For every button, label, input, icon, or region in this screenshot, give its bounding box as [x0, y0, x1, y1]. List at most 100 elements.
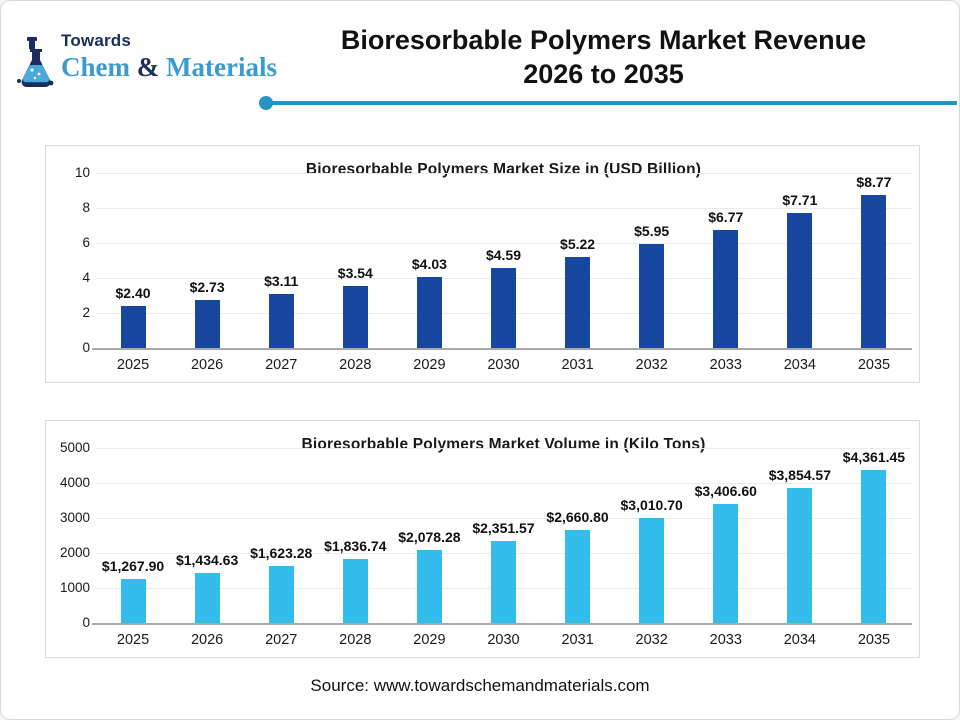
value-label-2029: $4.03	[411, 256, 447, 273]
value-label-2032: $3,010.70	[620, 496, 683, 513]
brand-towards: Towards	[61, 31, 132, 50]
value-label-2033: $3,406.60	[694, 482, 757, 499]
value-label-2028: $3.54	[337, 265, 373, 282]
title-divider	[259, 95, 957, 111]
y-tick-2: 2	[82, 305, 90, 320]
bar-2031	[565, 256, 591, 348]
value-label-2027: $1,623.28	[250, 545, 313, 562]
x-tick-2033: 2033	[709, 632, 742, 648]
y-tick-4: 4	[82, 270, 90, 285]
bar-2027	[268, 566, 294, 623]
x-tick-2029: 2029	[413, 632, 446, 648]
bar-2030	[491, 267, 516, 348]
bar-2028	[342, 558, 368, 623]
y-tick-10: 10	[74, 165, 90, 180]
value-label-2026: $2.73	[189, 279, 225, 296]
x-tick-2034: 2034	[783, 357, 816, 373]
x-tick-2033: 2033	[709, 357, 742, 373]
brand-chem-materials: Chem & Materials	[61, 52, 277, 83]
bar-2026	[194, 300, 220, 348]
gridline	[96, 208, 911, 209]
market-size-chart: Bioresorbable Polymers Market Size in (U…	[45, 145, 920, 383]
x-tick-2027: 2027	[265, 632, 298, 648]
x-tick-2031: 2031	[561, 357, 594, 373]
value-label-2025: $1,267.90	[101, 557, 165, 574]
value-label-2030: $4.59	[485, 246, 522, 263]
bar-2034	[787, 488, 813, 623]
value-label-2033: $6.77	[708, 208, 744, 225]
y-tick-8: 8	[82, 200, 90, 215]
value-label-2028: $1,836.74	[324, 537, 387, 554]
brand-logo: Towards Chem & Materials	[15, 31, 295, 101]
x-tick-2028: 2028	[339, 632, 372, 648]
bar-2029	[416, 550, 442, 623]
x-tick-2035: 2035	[857, 632, 891, 648]
y-tick-3000: 3000	[59, 510, 90, 525]
y-tick-4000: 4000	[59, 475, 90, 490]
value-label-2032: $5.95	[634, 222, 670, 239]
page-title-line1: Bioresorbable Polymers Market Revenue	[340, 25, 867, 55]
gridline	[96, 448, 911, 449]
gridline	[96, 518, 911, 519]
brand-chem: Chem	[61, 52, 130, 82]
bar-2032	[639, 517, 665, 623]
chart-title: Bioresorbable Polymers Market Size in (U…	[305, 161, 702, 178]
value-label-2029: $2,078.28	[398, 529, 461, 546]
divider-line	[267, 101, 957, 105]
y-tick-1000: 1000	[59, 580, 90, 595]
page-title-line2: 2026 to 2035	[523, 59, 684, 89]
bar-2025	[120, 306, 146, 348]
value-label-2035: $4,361.45	[842, 449, 906, 466]
bar-2029	[416, 277, 442, 348]
x-tick-2035: 2035	[857, 357, 891, 373]
value-label-2025: $2.40	[115, 285, 151, 301]
value-label-2031: $2,660.80	[546, 508, 609, 525]
x-tick-2032: 2032	[635, 357, 668, 373]
x-tick-2031: 2031	[561, 632, 594, 648]
flask-icon	[15, 37, 57, 96]
x-tick-2027: 2027	[265, 357, 298, 373]
source-text: Source: www.towardschemandmaterials.com	[310, 676, 650, 695]
page-title: Bioresorbable Polymers Market Revenue 20…	[256, 23, 951, 91]
x-tick-2028: 2028	[339, 357, 372, 373]
bar-2026	[194, 572, 220, 623]
bar-2027	[268, 293, 294, 348]
market-volume-chart: Bioresorbable Polymers Market Volume in …	[45, 420, 920, 658]
x-tick-2032: 2032	[635, 632, 668, 648]
x-tick-2029: 2029	[413, 357, 446, 373]
bar-2028	[342, 286, 368, 348]
x-tick-2026: 2026	[190, 632, 224, 648]
y-tick-0: 0	[82, 615, 90, 630]
gridline	[96, 483, 911, 484]
value-label-2031: $5.22	[560, 235, 596, 252]
value-label-2030: $2,351.57	[472, 519, 535, 536]
bar-2033	[713, 229, 739, 348]
x-axis-line	[92, 348, 912, 350]
brand-text: Towards Chem & Materials	[61, 31, 277, 83]
value-label-2034: $7.71	[782, 192, 818, 209]
y-tick-0: 0	[82, 340, 90, 355]
value-label-2035: $8.77	[856, 173, 892, 190]
x-tick-2025: 2025	[116, 357, 150, 373]
x-tick-2025: 2025	[116, 632, 150, 648]
value-label-2027: $3.11	[264, 272, 299, 289]
value-label-2034: $3,854.57	[768, 467, 831, 484]
x-tick-2030: 2030	[487, 357, 520, 373]
bar-2031	[565, 529, 591, 623]
bar-2030	[491, 540, 516, 623]
bar-2035	[861, 194, 887, 348]
x-tick-2034: 2034	[783, 632, 816, 648]
chart-title: Bioresorbable Polymers Market Volume in …	[301, 436, 706, 453]
y-tick-6: 6	[82, 235, 90, 250]
y-tick-2000: 2000	[59, 545, 90, 560]
brand-materials: Materials	[166, 52, 277, 82]
bar-2034	[787, 213, 813, 348]
x-tick-2030: 2030	[487, 632, 520, 648]
x-tick-2026: 2026	[190, 357, 224, 373]
gridline	[96, 173, 911, 174]
y-tick-5000: 5000	[59, 440, 90, 455]
divider-dot-icon	[259, 96, 273, 110]
gridline	[96, 243, 911, 244]
bar-2035	[861, 470, 887, 623]
